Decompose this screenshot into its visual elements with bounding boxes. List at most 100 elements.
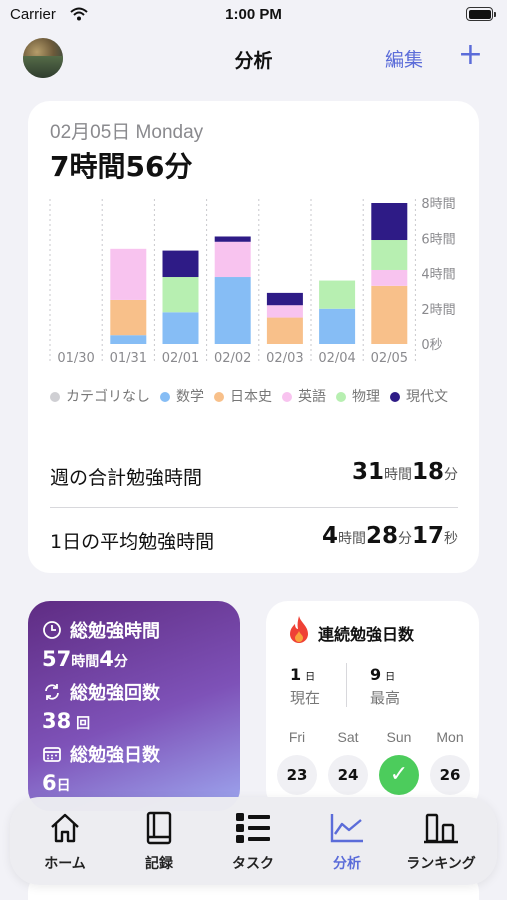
- bar-segment: [371, 269, 408, 286]
- day-name: Fri: [288, 729, 306, 745]
- total-count-stat: 総勉強回数 38 回: [42, 679, 160, 733]
- nav-bar: 分析 編集 +: [0, 36, 507, 82]
- daily-total: 7時間56分: [50, 150, 193, 183]
- tab-bar: ホーム 記録 タスク 分析 ランキング: [10, 797, 497, 885]
- y-tick-label: 6時間: [421, 232, 455, 247]
- tab-tasks[interactable]: タスク: [205, 809, 301, 873]
- x-tick-label: 01/30: [57, 351, 94, 366]
- bar-segment: [266, 305, 303, 318]
- total-count-value: 38 回: [42, 709, 160, 733]
- repeat-icon: [42, 682, 62, 702]
- total-count-number: 38: [42, 709, 72, 733]
- weekly-total-value: 31時間18分: [352, 459, 458, 485]
- total-count-label: 総勉強回数: [70, 683, 160, 704]
- x-tick-label: 02/02: [214, 351, 251, 366]
- status-bar: Carrier 1:00 PM: [0, 0, 507, 30]
- total-days-value: 6日: [42, 771, 160, 795]
- bar-segment: [110, 248, 147, 300]
- total-time-stat: 総勉強時間 57時間4分: [42, 617, 160, 671]
- weekly-hours: 31: [351, 459, 384, 485]
- streak-title: 連続勉強日数: [318, 625, 415, 644]
- day-circle: 23: [277, 755, 317, 795]
- book-icon: [111, 809, 207, 847]
- streak-day: Fri 23: [276, 729, 318, 795]
- clock-icon: [42, 620, 62, 640]
- tab-ranking[interactable]: ランキング: [393, 809, 489, 873]
- legend-item: 英語: [282, 383, 326, 411]
- y-tick-label: 2時間: [421, 303, 455, 318]
- tab-label: タスク: [232, 856, 274, 872]
- current-streak-number: 1: [290, 665, 302, 684]
- bar-segment: [371, 285, 408, 344]
- avg-seconds: 17: [411, 523, 444, 549]
- tab-analysis[interactable]: 分析: [299, 809, 395, 873]
- weekly-total-label: 週の合計勉強時間: [50, 467, 203, 489]
- bar-segment: [319, 280, 356, 309]
- avg-minutes: 28: [365, 523, 398, 549]
- bar-segment: [371, 240, 408, 270]
- bar-segment: [319, 308, 356, 344]
- total-count-unit: 回: [76, 716, 91, 732]
- bar-segment: [214, 277, 251, 344]
- stacked-bar-chart[interactable]: 8時間 6時間 4時間 2時間 0秒 01/30 01/31 02/01 02/02 02/03 0…: [28, 191, 479, 376]
- home-icon: [17, 809, 113, 847]
- legend-dot: [50, 392, 60, 402]
- legend-dot: [214, 392, 224, 402]
- legend-item: 物理: [336, 383, 380, 411]
- daily-average-label: 1日の平均勉強時間: [50, 531, 215, 553]
- ranking-icon: [393, 809, 489, 847]
- x-tick-label: 02/04: [318, 351, 355, 366]
- current-streak-unit: 日: [305, 672, 316, 683]
- clock: 1:00 PM: [225, 6, 282, 23]
- total-days-unit: 日: [56, 778, 71, 794]
- avg-hours: 4: [321, 523, 338, 549]
- x-tick-label: 02/01: [162, 351, 199, 366]
- check-icon: ✓: [379, 755, 419, 795]
- avatar[interactable]: [23, 38, 63, 78]
- bar-segment: [162, 312, 199, 344]
- bar-segment: [266, 317, 303, 344]
- chart-icon: [299, 809, 395, 847]
- legend-label: 数学: [176, 389, 204, 405]
- bar-segment: [110, 335, 147, 344]
- total-hours-unit: 時間: [71, 654, 100, 670]
- total-time-label: 総勉強時間: [70, 621, 160, 642]
- legend-dot: [390, 392, 400, 402]
- tab-label: ホーム: [44, 856, 86, 872]
- weekly-minutes-unit: 分: [444, 467, 458, 483]
- day-circle: 26: [430, 755, 470, 795]
- tab-home[interactable]: ホーム: [17, 809, 113, 873]
- bar-segment: [214, 241, 251, 278]
- legend-label: 現代文: [406, 389, 448, 405]
- legend-item: 数学: [160, 383, 204, 411]
- total-stats-card[interactable]: 総勉強時間 57時間4分 総勉強回数 38 回 総勉強日数 6日: [28, 601, 240, 811]
- day-circle: 24: [328, 755, 368, 795]
- x-tick-label: 02/05: [371, 351, 408, 366]
- legend-dot: [160, 392, 170, 402]
- daily-average-value: 4時間28分17秒: [322, 523, 458, 549]
- avg-seconds-unit: 秒: [444, 531, 458, 547]
- bar-segment: [266, 292, 303, 306]
- legend-label: 日本史: [230, 389, 272, 405]
- bar-segment: [110, 299, 147, 336]
- total-hours: 57: [42, 647, 72, 671]
- total-minutes-unit: 分: [113, 654, 128, 670]
- current-streak-label: 現在: [290, 689, 321, 707]
- total-time-value: 57時間4分: [42, 647, 160, 671]
- carrier-label: Carrier: [10, 6, 56, 23]
- edit-button[interactable]: 編集: [384, 49, 423, 71]
- total-days-number: 6: [42, 771, 57, 795]
- tab-record[interactable]: 記録: [111, 809, 207, 873]
- chart-legend: カテゴリなし 数学 日本史 英語 物理 現代文: [50, 383, 470, 411]
- add-button[interactable]: +: [457, 37, 483, 72]
- fire-icon: [288, 615, 310, 649]
- legend-item: 日本史: [214, 383, 272, 411]
- tab-label: 分析: [333, 856, 361, 872]
- total-minutes: 4: [99, 647, 114, 671]
- streak-day: Sat 24: [327, 729, 369, 795]
- best-streak-label: 最高: [370, 689, 401, 707]
- streak-day: Mon 26: [429, 729, 471, 795]
- avg-hours-unit: 時間: [337, 531, 366, 547]
- wifi-icon: [70, 6, 88, 25]
